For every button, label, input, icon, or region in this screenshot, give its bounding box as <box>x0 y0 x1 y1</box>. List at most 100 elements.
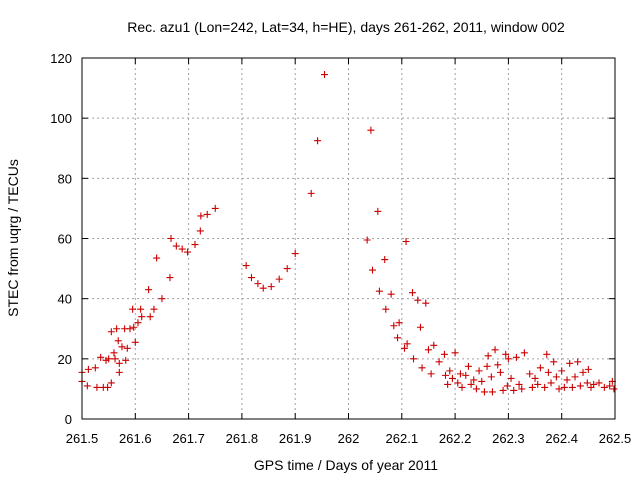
data-point <box>130 323 138 331</box>
data-point <box>424 346 432 354</box>
data-point <box>114 337 122 345</box>
data-point <box>560 383 568 391</box>
data-point <box>444 380 452 388</box>
data-point <box>91 364 99 372</box>
data-point <box>543 350 551 358</box>
data-point <box>418 364 426 372</box>
data-point <box>131 338 139 346</box>
data-point <box>534 380 542 388</box>
data-point <box>547 379 555 387</box>
y-axis-label: STEC from uqrg / TECUs <box>5 159 21 317</box>
data-point <box>610 385 618 393</box>
data-point <box>390 322 398 330</box>
data-point <box>122 356 130 364</box>
data-point <box>321 71 329 79</box>
data-point <box>558 367 566 375</box>
data-point <box>402 238 410 246</box>
data-point <box>563 376 571 384</box>
data-point <box>145 286 153 294</box>
plot-frame <box>81 57 616 420</box>
y-tick-label: 40 <box>58 292 72 307</box>
data-point <box>115 368 123 376</box>
y-tick-label: 0 <box>65 412 72 427</box>
y-tick-label: 60 <box>58 232 72 247</box>
data-point <box>518 385 526 393</box>
data-point <box>111 355 119 363</box>
data-point <box>584 365 592 373</box>
data-point <box>515 380 523 388</box>
x-tick-label: 262.2 <box>439 431 472 446</box>
data-point <box>259 284 267 292</box>
x-tick-label: 262.1 <box>386 431 419 446</box>
data-point <box>494 361 502 369</box>
data-point <box>462 371 470 379</box>
data-point <box>458 383 466 391</box>
data-point <box>403 340 411 348</box>
data-point <box>197 212 205 220</box>
data-point <box>427 370 435 378</box>
data-point <box>496 368 504 376</box>
data-point <box>414 296 422 304</box>
data-point <box>583 379 591 387</box>
data-point <box>123 344 131 352</box>
data-point <box>203 210 211 218</box>
data-point <box>363 236 371 244</box>
data-point <box>448 374 456 382</box>
x-tick-label: 261.5 <box>66 431 99 446</box>
data-point <box>600 383 608 391</box>
data-point <box>552 373 560 381</box>
data-point <box>196 227 204 235</box>
data-point <box>595 379 603 387</box>
chart-title: Rec. azu1 (Lon=242, Lat=34, h=HE), days … <box>127 19 565 35</box>
data-point <box>475 367 483 375</box>
data-point <box>502 350 510 358</box>
data-point <box>400 344 408 352</box>
x-tick-labels: 261.5 261.6 261.7 261.8 261.9 262 262.1 262.2 26… <box>66 431 632 446</box>
data-point <box>579 368 587 376</box>
data-point <box>150 305 158 313</box>
data-point <box>211 204 219 212</box>
data-point <box>283 265 291 273</box>
data-point <box>470 376 478 384</box>
data-point <box>430 341 438 349</box>
x-tick-label: 261.7 <box>172 431 205 446</box>
data-point <box>146 313 154 321</box>
data-points <box>78 71 618 396</box>
data-point <box>178 245 186 253</box>
data-point <box>137 305 145 313</box>
data-point <box>172 242 180 250</box>
data-point <box>184 248 192 256</box>
data-point <box>606 382 614 390</box>
data-point <box>138 313 146 321</box>
data-point <box>153 254 161 262</box>
y-tick-label: 80 <box>58 171 72 186</box>
data-point <box>467 380 475 388</box>
data-point <box>395 319 403 327</box>
data-point <box>382 305 390 313</box>
data-point <box>541 383 549 391</box>
data-point <box>167 235 175 242</box>
data-point <box>158 295 166 303</box>
data-point <box>129 305 137 313</box>
data-point <box>410 355 418 363</box>
x-tick-label: 261.9 <box>279 431 312 446</box>
data-point <box>571 373 579 381</box>
data-point <box>550 358 558 366</box>
data-point <box>307 189 315 197</box>
data-point <box>394 334 402 342</box>
y-tick-label: 20 <box>58 352 72 367</box>
x-tick-label: 262.5 <box>599 431 632 446</box>
y-tick-label: 120 <box>50 51 72 66</box>
data-point <box>247 274 255 282</box>
data-point <box>275 275 283 283</box>
data-point <box>528 383 536 391</box>
data-point <box>314 137 322 145</box>
data-point <box>408 289 416 297</box>
data-point <box>267 283 275 291</box>
data-point <box>536 364 544 372</box>
data-point <box>93 383 101 391</box>
data-point <box>499 386 507 394</box>
data-point <box>555 385 563 393</box>
x-tick-label: 261.6 <box>119 431 152 446</box>
